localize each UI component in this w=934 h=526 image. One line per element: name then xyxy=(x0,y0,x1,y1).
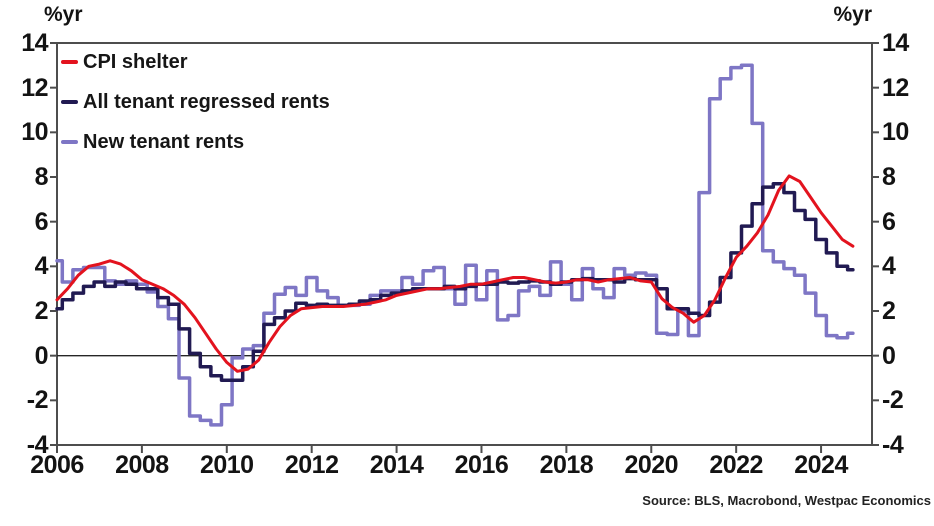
y-axis-tick-label: 8 xyxy=(34,163,49,191)
legend-label-all-tenant-regressed-rents: All tenant regressed rents xyxy=(83,90,330,113)
x-axis-tick-label: 2006 xyxy=(30,451,84,479)
x-axis-tick-label: 2022 xyxy=(709,451,763,479)
cpi-shelter-line xyxy=(55,174,855,373)
y-axis-tick-label: 0 xyxy=(34,341,49,370)
y-axis-tick-label: 10 xyxy=(21,118,48,147)
legend-item-new-tenant-rents: New tenant rents xyxy=(61,122,330,162)
legend-label-cpi-shelter: CPI shelter xyxy=(83,50,188,73)
source-attribution: Source: BLS, Macrobond, Westpac Economic… xyxy=(642,493,931,508)
y-axis-tick-label: 6 xyxy=(34,207,49,236)
x-axis-tick-label: 2012 xyxy=(284,451,339,479)
y-axis-tick-label: -4 xyxy=(882,431,904,459)
y-axis-tick-label: 12 xyxy=(882,73,909,102)
y-axis-tick-label: -2 xyxy=(882,386,904,415)
x-axis-tick-label: 2010 xyxy=(199,451,254,479)
y-axis-tick-label: 4 xyxy=(882,252,896,281)
y-axis-tick-label: 2 xyxy=(34,297,49,325)
y-axis-tick-label: 12 xyxy=(21,73,48,102)
axes-frame xyxy=(50,42,879,453)
legend-item-all-tenant-regressed-rents: All tenant regressed rents xyxy=(61,82,330,122)
x-axis-tick-label: 2018 xyxy=(539,451,594,479)
data-series xyxy=(55,63,855,427)
x-axis-tick-label: 2016 xyxy=(454,451,509,479)
y-axis-tick-label: 14 xyxy=(21,29,48,57)
y-axis-tick-label: -4 xyxy=(26,431,49,459)
y-axis-tick-label: -2 xyxy=(26,386,49,415)
legend-swatch-cpi-shelter xyxy=(61,60,78,64)
y-axis-unit-right: %yr xyxy=(833,3,872,26)
y-axis-tick-label: 0 xyxy=(882,341,896,370)
y-axis-unit-left: %yr xyxy=(44,3,83,26)
x-axis-tick-label: 2014 xyxy=(369,451,424,479)
x-axis-tick-label: 2024 xyxy=(794,451,848,479)
legend-item-cpi-shelter: CPI shelter xyxy=(61,42,330,82)
new-tenant-rents-line xyxy=(55,63,855,427)
legend-label-new-tenant-rents: New tenant rents xyxy=(83,130,245,153)
legend: CPI shelter All tenant regressed rents N… xyxy=(61,42,330,162)
y-axis-tick-label: 14 xyxy=(882,29,909,57)
y-axis-tick-label: 10 xyxy=(882,118,909,147)
plot-frame xyxy=(56,42,873,446)
x-axis-tick-label: 2008 xyxy=(115,451,169,479)
all-tenant-regressed-rents-line xyxy=(55,181,855,382)
y-axis-tick-label: 8 xyxy=(882,163,896,191)
y-axis-tick-label: 2 xyxy=(882,297,896,325)
x-axis-tick-label: 2020 xyxy=(624,451,679,479)
legend-swatch-all-tenant-regressed-rents xyxy=(61,100,78,104)
y-axis-tick-label: 4 xyxy=(34,252,49,281)
legend-swatch-new-tenant-rents xyxy=(61,140,78,144)
y-axis-tick-label: 6 xyxy=(882,207,896,236)
